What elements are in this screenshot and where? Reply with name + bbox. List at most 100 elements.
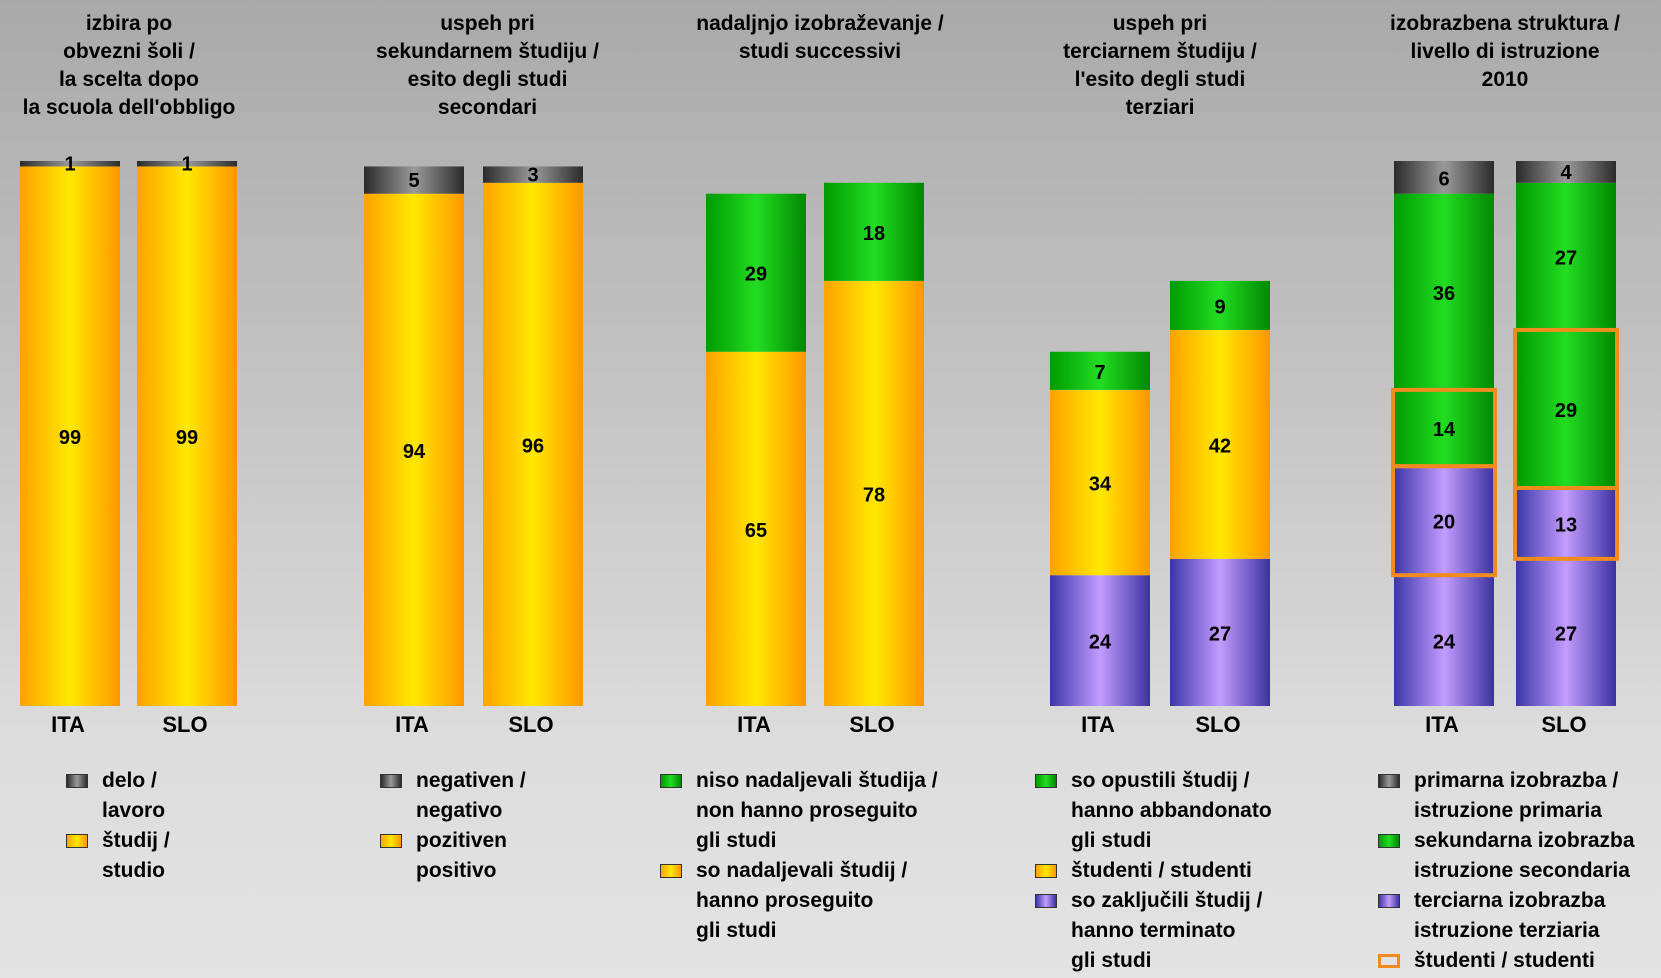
data-label: 65 bbox=[745, 520, 767, 542]
legend-label: pozitiven positivo bbox=[416, 829, 508, 882]
x-tick-label: SLO bbox=[849, 712, 894, 737]
data-label: 18 bbox=[863, 223, 885, 245]
data-label: 14 bbox=[1433, 419, 1456, 441]
bar-segment bbox=[1170, 558, 1270, 706]
legend-item: terciarna izobrazba istruzione terziaria bbox=[1378, 886, 1635, 946]
legend-swatch bbox=[1378, 954, 1400, 968]
legend-label: študenti / studenti bbox=[1414, 949, 1595, 972]
bar-segment bbox=[20, 166, 120, 706]
chart-legend: niso nadaljevali študija / non hanno pro… bbox=[660, 766, 938, 946]
chart-legend: so opustili študij / hanno abbandonato g… bbox=[1035, 766, 1272, 976]
legend-swatch bbox=[66, 774, 88, 788]
data-label: 36 bbox=[1433, 283, 1455, 305]
legend-label: negativen / negativo bbox=[416, 769, 526, 822]
legend-label: sekundarna izobrazba istruzione secondar… bbox=[1414, 829, 1635, 882]
x-tick-label: SLO bbox=[1541, 712, 1586, 737]
students-outline bbox=[1391, 387, 1497, 469]
legend-swatch bbox=[660, 774, 682, 788]
legend-item: sekundarna izobrazba istruzione secondar… bbox=[1378, 826, 1635, 886]
data-label: 6 bbox=[1438, 168, 1449, 190]
legend-item: so zaključili študij / hanno terminato g… bbox=[1035, 886, 1272, 976]
legend-label: so nadaljevali študij / hanno proseguito… bbox=[696, 859, 908, 942]
legend-label: študenti / studenti bbox=[1071, 859, 1252, 882]
legend-swatch bbox=[1035, 774, 1057, 788]
legend-item: so opustili študij / hanno abbandonato g… bbox=[1035, 766, 1272, 856]
data-label: 24 bbox=[1433, 632, 1456, 654]
chart-title: izbira po obvezni šoli / la scelta dopo … bbox=[22, 12, 236, 119]
legend-item: študij / studio bbox=[66, 826, 170, 886]
data-label: 27 bbox=[1555, 623, 1577, 645]
data-label: 42 bbox=[1209, 435, 1231, 457]
data-label: 3 bbox=[527, 165, 538, 187]
x-tick-label: ITA bbox=[395, 712, 429, 737]
bar-segment bbox=[483, 182, 583, 707]
bar-segment bbox=[1394, 193, 1494, 390]
legend-swatch bbox=[1035, 864, 1057, 878]
data-label: 24 bbox=[1089, 632, 1112, 654]
bar-segment bbox=[483, 166, 583, 183]
data-label: 99 bbox=[59, 427, 81, 449]
chart-title: uspeh pri terciarnem študiju / l'esito d… bbox=[1063, 12, 1257, 119]
bar-segment bbox=[364, 193, 464, 706]
data-label: 27 bbox=[1209, 623, 1231, 645]
legend-label: so opustili študij / hanno abbandonato g… bbox=[1071, 769, 1272, 852]
bar-segment bbox=[1050, 575, 1150, 706]
bar-segment bbox=[1516, 182, 1616, 330]
legend-item: negativen / negativo bbox=[380, 766, 526, 826]
bar-segment bbox=[1516, 558, 1616, 706]
legend-item: pozitiven positivo bbox=[380, 826, 526, 886]
legend-swatch bbox=[1378, 834, 1400, 848]
legend-swatch bbox=[1035, 894, 1057, 908]
legend-label: delo / lavoro bbox=[102, 769, 166, 822]
x-tick-label: ITA bbox=[1425, 712, 1459, 737]
bar-segment bbox=[824, 280, 924, 706]
legend-item: delo / lavoro bbox=[66, 766, 170, 826]
bar-segment bbox=[1394, 466, 1494, 576]
chart-title: izobrazbena struktura / livello di istru… bbox=[1390, 12, 1620, 91]
chart-legend: primarna izobrazba / istruzione primaria… bbox=[1378, 766, 1635, 976]
data-label: 27 bbox=[1555, 247, 1577, 269]
bar-segment bbox=[364, 166, 464, 194]
legend-swatch bbox=[380, 834, 402, 848]
x-tick-label: ITA bbox=[1081, 712, 1115, 737]
legend-item: primarna izobrazba / istruzione primaria bbox=[1378, 766, 1635, 826]
legend-label: terciarna izobrazba istruzione terziaria bbox=[1414, 889, 1606, 942]
data-label: 13 bbox=[1555, 514, 1577, 536]
chart-legend: delo / lavoro študij / studio bbox=[66, 766, 170, 886]
legend-item: so nadaljevali študij / hanno proseguito… bbox=[660, 856, 938, 946]
data-label: 1 bbox=[181, 154, 192, 176]
bar-segment bbox=[1394, 575, 1494, 706]
x-tick-label: SLO bbox=[162, 712, 207, 737]
x-tick-label: SLO bbox=[508, 712, 553, 737]
bar-segment bbox=[1050, 351, 1150, 390]
data-label: 1 bbox=[64, 154, 75, 176]
legend-item: študenti / studenti bbox=[1035, 856, 1272, 886]
data-label: 9 bbox=[1214, 296, 1225, 318]
data-label: 96 bbox=[522, 435, 544, 457]
data-label: 99 bbox=[176, 427, 198, 449]
bar-segment bbox=[137, 161, 237, 167]
legend-item: študenti / studenti bbox=[1378, 946, 1635, 976]
bar-segment bbox=[1170, 280, 1270, 330]
data-label: 7 bbox=[1094, 362, 1105, 384]
x-tick-label: ITA bbox=[51, 712, 85, 737]
data-label: 20 bbox=[1433, 512, 1455, 534]
data-label: 5 bbox=[408, 170, 419, 192]
legend-label: študij / studio bbox=[102, 829, 170, 882]
data-label: 29 bbox=[1555, 400, 1577, 422]
students-outline bbox=[1513, 327, 1619, 491]
bar-segment bbox=[706, 351, 806, 706]
legend-label: so zaključili študij / hanno terminato g… bbox=[1071, 889, 1263, 972]
chart-title: nadaljnjo izobraževanje / studi successi… bbox=[696, 12, 944, 63]
data-label: 34 bbox=[1089, 474, 1112, 496]
legend-swatch bbox=[660, 864, 682, 878]
x-tick-label: ITA bbox=[737, 712, 771, 737]
data-label: 78 bbox=[863, 484, 885, 506]
bar-segment bbox=[1516, 161, 1616, 183]
legend-swatch bbox=[1378, 894, 1400, 908]
bar-segment bbox=[706, 193, 806, 352]
bar-segment bbox=[137, 166, 237, 706]
data-label: 94 bbox=[403, 441, 426, 463]
